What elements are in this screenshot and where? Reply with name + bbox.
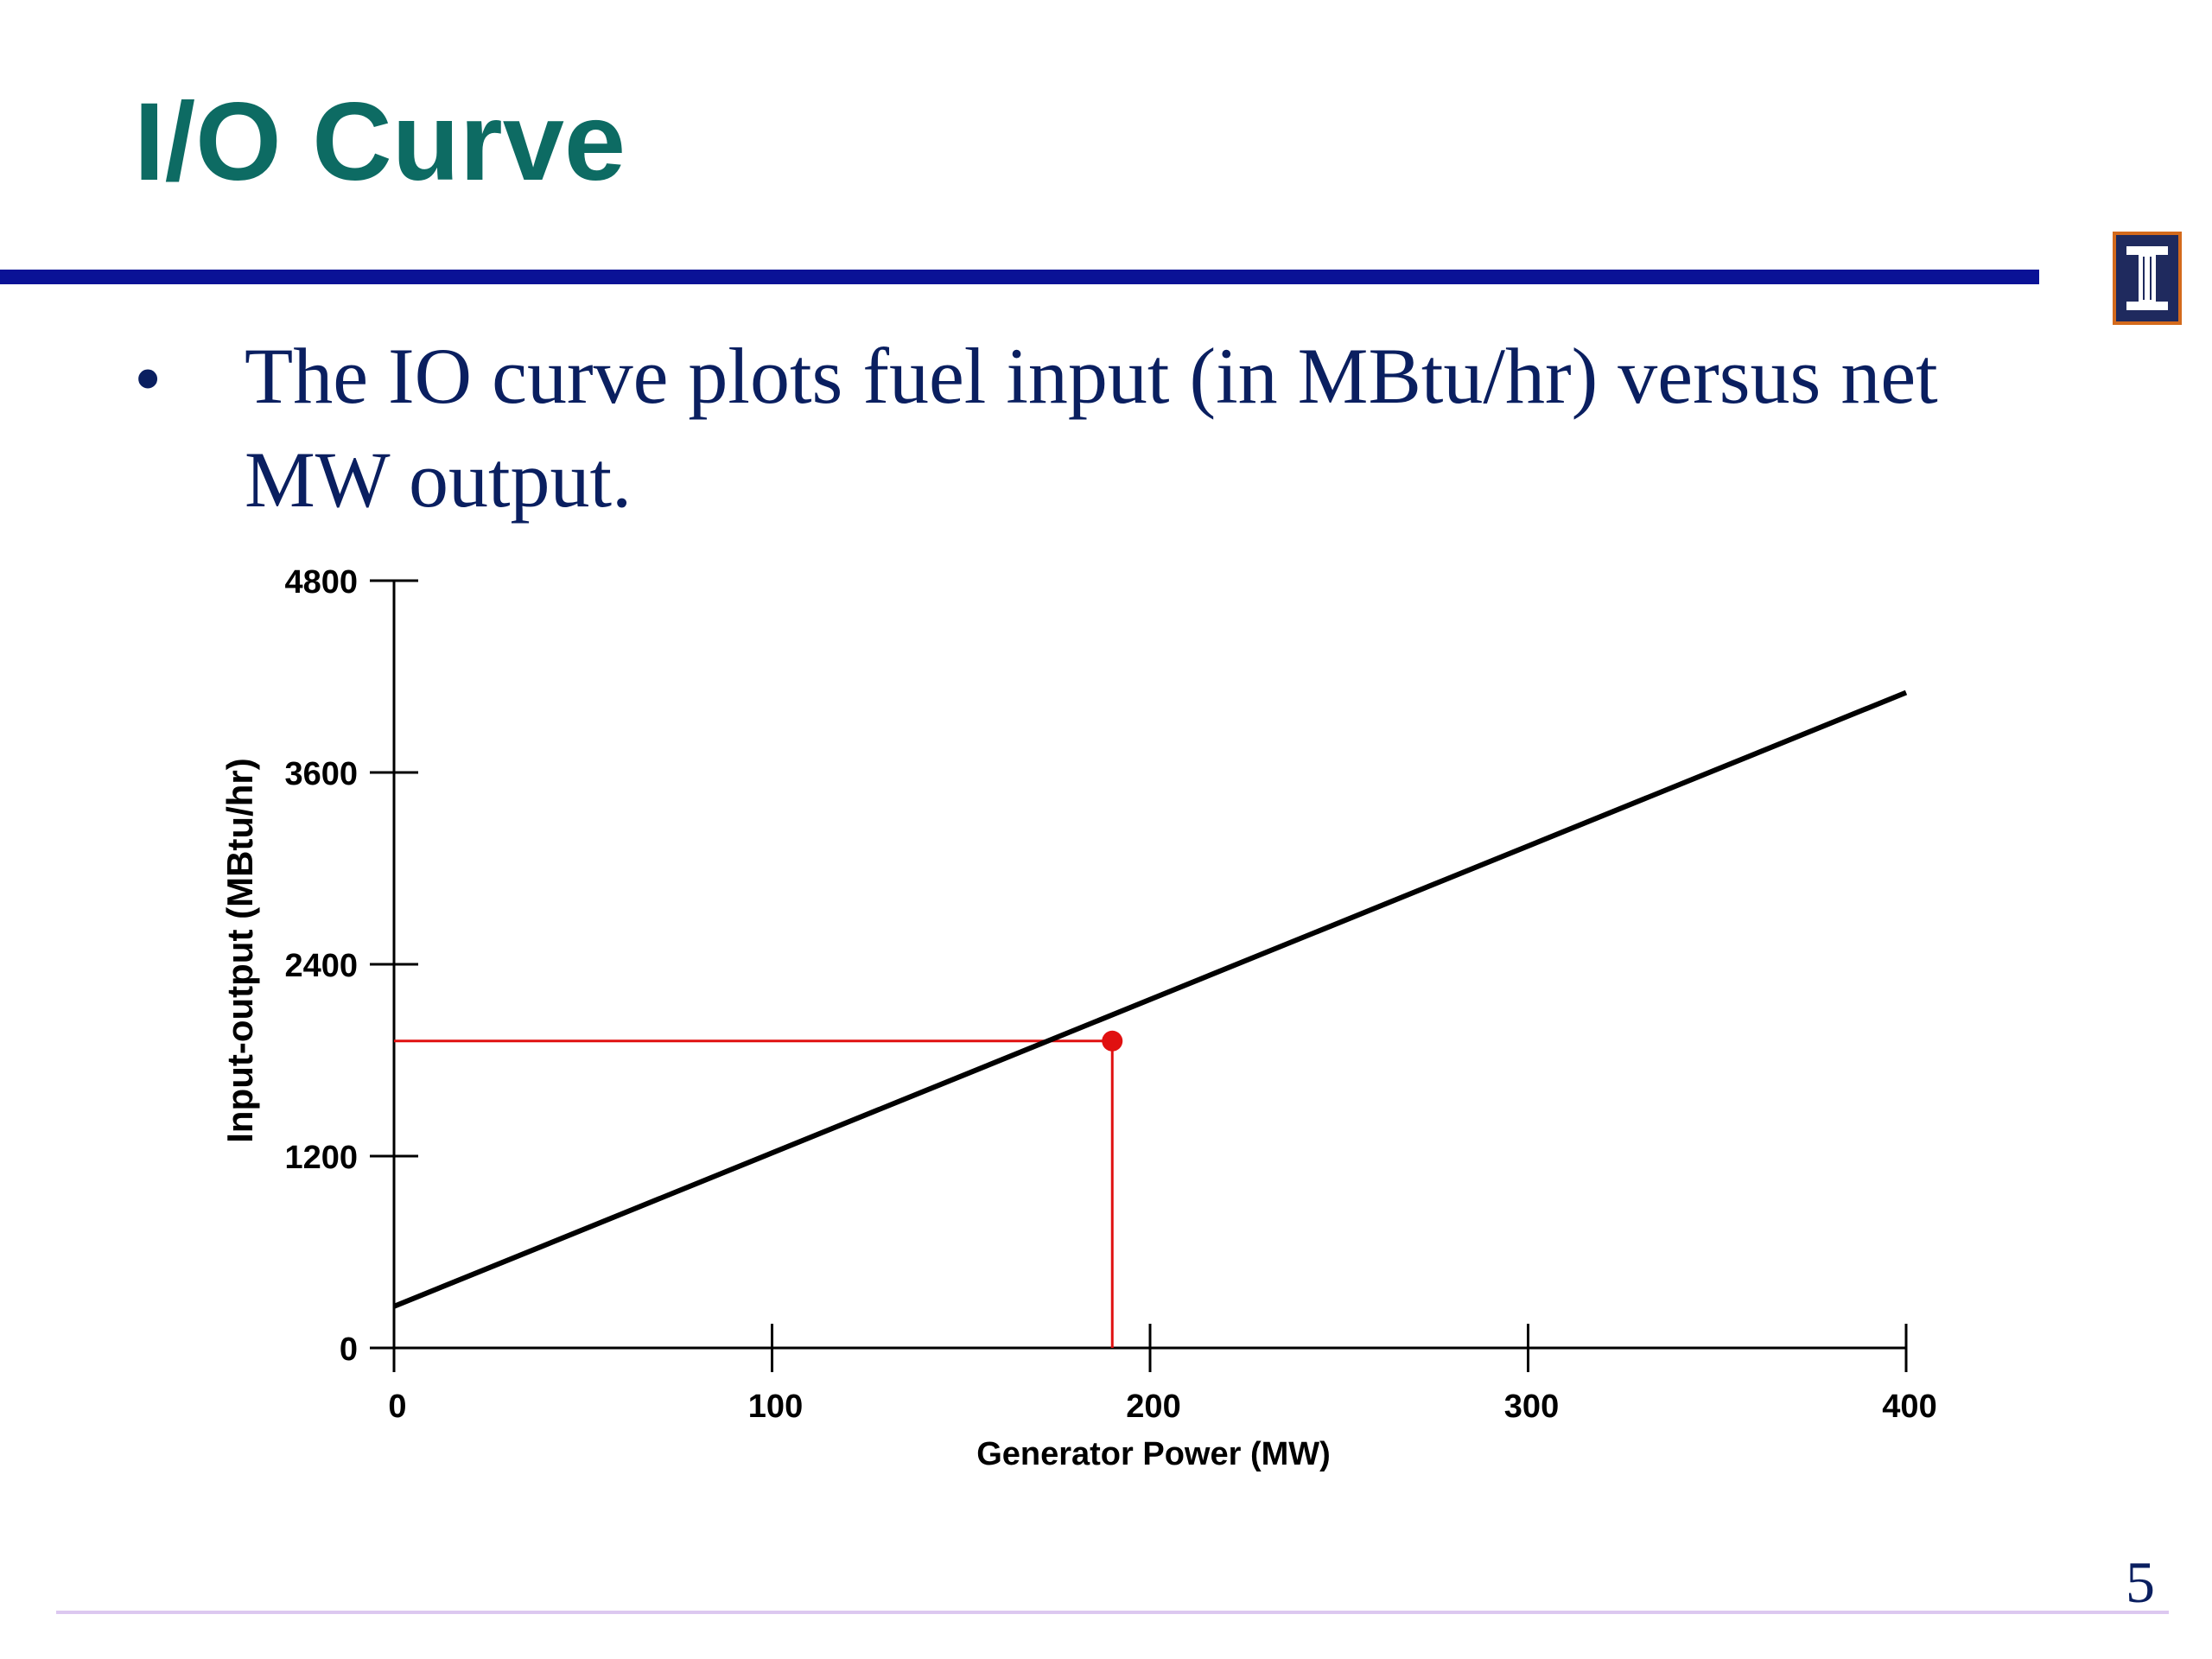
bullet-marker: • — [134, 334, 162, 423]
x-tick-label: 200 — [1126, 1389, 1180, 1425]
x-tick-label: 100 — [748, 1389, 803, 1425]
chart-axes: 0 1200 2400 3600 4800 0 100 200 300 400 — [284, 564, 1936, 1425]
x-tick-label: 0 — [388, 1389, 406, 1425]
chart-marks — [392, 690, 1908, 1348]
x-axis-label: Generator Power (MW) — [976, 1436, 1331, 1472]
y-tick-label: 1200 — [284, 1140, 358, 1176]
y-tick-label: 0 — [340, 1332, 358, 1368]
column-i-icon — [2126, 246, 2168, 310]
y-axis-label: Input-output (MBtu/hr) — [219, 758, 260, 1142]
y-tick-label: 3600 — [284, 756, 358, 792]
x-tick-label: 400 — [1882, 1389, 1936, 1425]
io-curve-line — [392, 690, 1908, 1309]
title-divider — [0, 270, 2039, 284]
slide-title: I/O Curve — [134, 80, 626, 204]
x-tick-label: 300 — [1504, 1389, 1559, 1425]
footer-divider — [56, 1611, 2169, 1614]
bullet-text: The IO curve plots fuel input (in MBtu/h… — [245, 332, 1938, 524]
page-number: 5 — [2126, 1549, 2155, 1615]
university-logo — [2113, 232, 2182, 325]
operating-point-marker — [1102, 1030, 1123, 1052]
y-tick-label: 4800 — [284, 564, 358, 601]
y-tick-label: 2400 — [284, 948, 358, 984]
